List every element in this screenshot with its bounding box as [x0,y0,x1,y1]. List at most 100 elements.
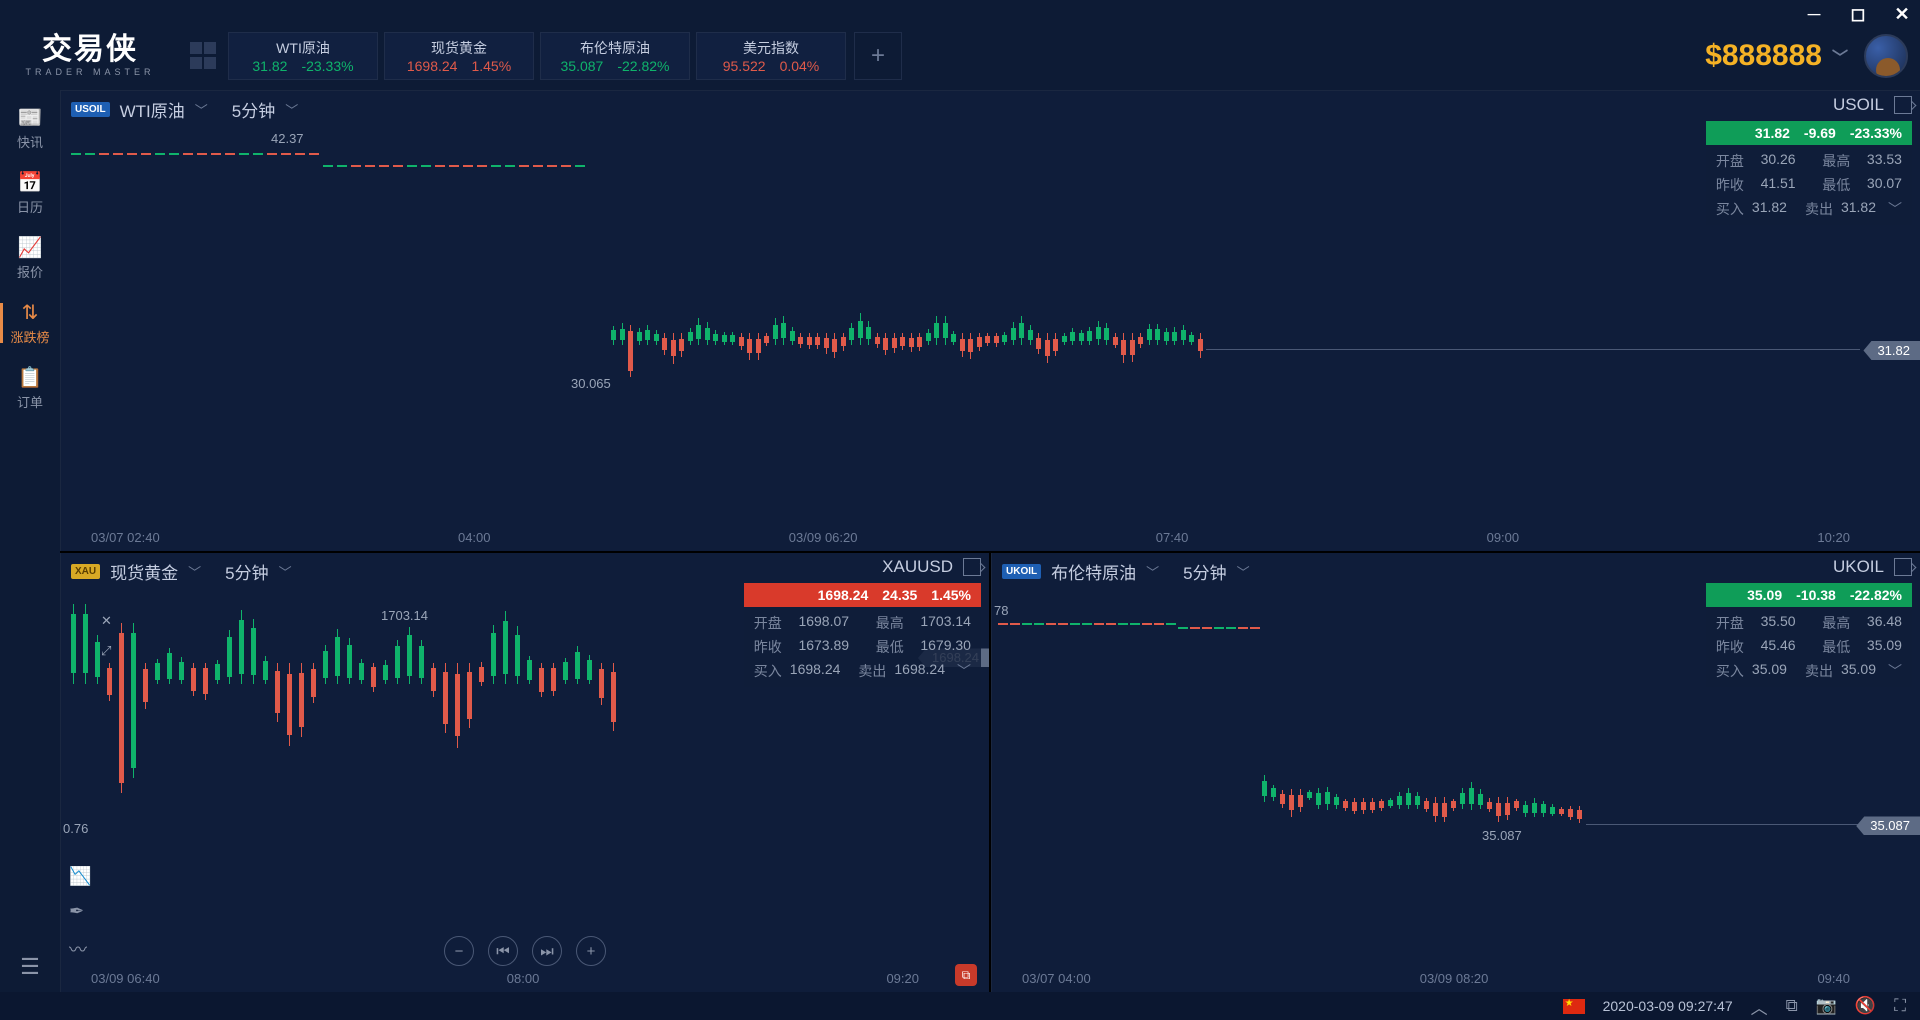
candle [679,333,684,357]
candle [1451,799,1456,812]
chart-panel-usoil[interactable]: USOIL WTI原油﹀ 5分钟﹀ USOIL 31.82 -9.69 -23.… [60,90,1920,551]
sidebar-icon: 📋 [18,368,43,388]
candle [1019,316,1024,345]
chevron-down-icon[interactable]: ﹀ [1146,562,1159,581]
playback-btn-0[interactable]: − [444,936,474,966]
record-button[interactable]: ⧉ [955,964,977,986]
chart-panel-xau[interactable]: XAU 现货黄金﹀ 5分钟﹀ XAUUSD 1698.24 24.35 1.45… [60,553,991,992]
ticker-2[interactable]: 布伦特原油 35.087 -22.82% [540,32,690,80]
playback-btn-2[interactable]: ⏭ [532,936,562,966]
chart-tool-2[interactable]: 〰 [69,936,91,962]
dash [1250,627,1260,629]
close-button[interactable]: ✕ [1892,4,1912,25]
user-avatar[interactable] [1864,34,1908,78]
chevron-down-icon: ﹀ [1832,44,1848,68]
dash [1046,623,1056,625]
timeframe[interactable]: 5分钟 [225,559,268,584]
symbol-name[interactable]: 现货黄金 [110,559,178,584]
expand-icon[interactable]: ﹀ [1888,199,1902,219]
dash [449,165,459,167]
candle [1523,801,1528,817]
playback-btn-1[interactable]: ⏮ [488,936,518,966]
time-axis: 03/09 06:4008:0009:20 [91,971,919,986]
chevron-down-icon[interactable]: ﹀ [285,100,298,119]
candle [611,326,616,346]
candle [1514,799,1519,811]
candle [858,313,863,345]
balance-amount: $888888 [1705,39,1822,73]
timeframe[interactable]: 5分钟 [232,97,275,122]
panel-settings-icon[interactable] [1894,558,1912,576]
symbol-badge: UKOIL [1002,564,1041,579]
candle [994,333,999,347]
candle [347,638,352,684]
windows-icon[interactable]: ⧉ [1786,996,1798,1016]
expand-icon[interactable]: ﹀ [957,661,971,681]
chevron-down-icon[interactable]: ﹀ [195,100,208,119]
layout-grid-toggle[interactable] [190,42,218,70]
symbol-name[interactable]: 布伦特原油 [1051,559,1136,584]
dash [998,623,1008,625]
dash [141,153,151,155]
chevron-down-icon[interactable]: ﹀ [188,562,201,581]
candle [688,328,693,345]
candle [909,333,914,352]
maximize-button[interactable]: ◻ [1848,4,1868,25]
sidebar-item-4[interactable]: 📋 订单 [0,360,60,419]
candle [1087,327,1092,345]
candle [131,623,136,778]
menu-button[interactable]: ☰ [8,942,52,992]
candle [917,333,922,351]
candle [824,333,829,354]
sidebar-item-3[interactable]: ⇅ 涨跌榜 [0,295,60,354]
timeframe[interactable]: 5分钟 [1183,559,1226,584]
panel-settings-icon[interactable] [963,558,981,576]
dash [323,165,333,167]
price-line [1586,824,1860,825]
chart-label: 78 [994,603,1008,618]
candle [747,333,752,360]
dash [309,153,319,155]
chart-label: ✕ [101,613,112,629]
fullscreen-icon[interactable]: ⛶ [1894,996,1906,1016]
chart-panel-ukoil[interactable]: UKOIL 布伦特原油﹀ 5分钟﹀ UKOIL 35.09 -10.38 -22… [991,553,1920,992]
time-axis: 03/07 02:4004:0003/09 06:2007:4009:0010:… [91,530,1850,545]
candle [443,663,448,734]
chart-tool-1[interactable]: ✒ [69,901,91,922]
dash [351,165,361,167]
chart-tool-0[interactable]: 📉 [69,866,91,887]
candle [1559,807,1564,817]
screenshot-icon[interactable]: 📷 [1816,996,1837,1016]
sidebar-item-0[interactable]: 📰 快讯 [0,100,60,159]
ticker-0[interactable]: WTI原油 31.82 -23.33% [228,32,378,80]
playback-btn-3[interactable]: + [576,936,606,966]
candle [227,630,232,684]
mute-icon[interactable]: 🔇 [1855,996,1876,1016]
account-balance[interactable]: $888888 ﹀ [1705,39,1848,73]
dash [1106,623,1116,625]
quote-price: 31.82 [1755,125,1790,141]
sidebar-item-2[interactable]: 📈 报价 [0,230,60,289]
candle [1164,328,1169,345]
dash [71,153,81,155]
chevron-down-icon[interactable]: ﹀ [1237,562,1250,581]
chart-tools: 📉 ✒ 〰 [69,866,91,962]
candle [1532,798,1537,817]
add-ticker-button[interactable]: + [854,32,902,80]
candle [1271,785,1276,801]
symbol-name[interactable]: WTI原油 [120,97,185,122]
expand-icon[interactable]: ﹀ [1888,661,1902,681]
minimize-button[interactable]: ─ [1804,4,1824,25]
candle [275,663,280,722]
dash [407,165,417,167]
panel-settings-icon[interactable] [1894,96,1912,114]
ticker-3[interactable]: 美元指数 95.522 0.04% [696,32,846,80]
chevron-down-icon[interactable]: ﹀ [279,562,292,581]
ticker-name: 现货黄金 [431,38,487,58]
sidebar-label: 涨跌榜 [10,327,49,346]
chevron-up-icon[interactable]: ︿ [1751,994,1768,1019]
price-line [1206,349,1860,350]
ticker-1[interactable]: 现货黄金 1698.24 1.45% [384,32,534,80]
candle [1028,325,1033,345]
sidebar-item-1[interactable]: 📅 日历 [0,165,60,224]
